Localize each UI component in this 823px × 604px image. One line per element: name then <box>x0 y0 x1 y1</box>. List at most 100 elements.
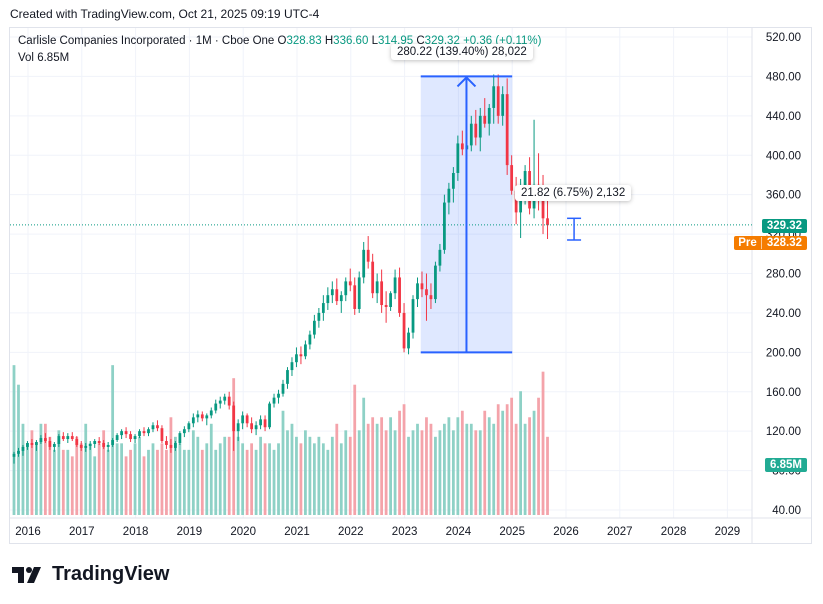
candle-body <box>200 414 204 419</box>
candle-body <box>447 188 451 203</box>
candle-body <box>223 396 227 401</box>
volume-bar <box>218 443 222 515</box>
candle-body <box>178 433 182 443</box>
candle-body <box>474 123 478 138</box>
candle-body <box>79 444 83 448</box>
volume-bar <box>156 449 159 515</box>
candle-body <box>151 425 155 430</box>
volume-bar <box>429 423 433 515</box>
candle-body <box>339 295 343 302</box>
volume-bar <box>52 449 56 515</box>
volume-bar <box>407 436 410 515</box>
volume-bar <box>178 443 182 515</box>
candle-body <box>411 299 415 333</box>
tradingview-logo[interactable]: TradingView <box>12 563 169 586</box>
x-tick-label: 2023 <box>392 526 418 538</box>
symbol-title[interactable]: Carlisle Companies Incorporated · 1M · C… <box>18 35 275 47</box>
volume-bar <box>532 410 536 515</box>
candle-body <box>487 107 491 124</box>
volume-bar <box>469 423 473 515</box>
volume-bar <box>335 423 339 515</box>
close-label: C <box>416 35 425 47</box>
volume-bar <box>501 410 505 515</box>
candle-body <box>169 444 173 448</box>
candle-body <box>438 249 442 266</box>
high-value: 336.60 <box>333 35 369 47</box>
volume-bar <box>353 384 357 515</box>
volume-bar <box>70 456 74 515</box>
volume-bar <box>546 436 549 515</box>
volume-bar <box>48 436 52 515</box>
volume-bar <box>214 449 218 515</box>
volume-bar <box>165 449 168 515</box>
candle-body <box>17 450 20 454</box>
candle-body <box>241 415 245 424</box>
y-tick-label: 480.00 <box>766 71 801 83</box>
volume-bar <box>456 417 460 515</box>
volume-bar <box>160 443 164 515</box>
candle-body <box>425 289 428 296</box>
candle-body <box>384 305 388 308</box>
candle-body <box>75 439 79 445</box>
candle-body <box>514 190 518 213</box>
candle-body <box>88 443 92 446</box>
volume-label: Vol <box>18 52 34 64</box>
volume-bar <box>451 430 455 515</box>
candle-body <box>290 362 294 371</box>
candle-body <box>546 218 549 226</box>
y-tick-label: 200.00 <box>766 347 801 359</box>
volume-bar <box>39 423 43 515</box>
candle-body <box>478 115 482 138</box>
pre-price: 328.32 <box>766 237 802 249</box>
volume-bar <box>169 417 173 515</box>
volume-bar <box>93 456 97 515</box>
volume-bar <box>174 436 177 515</box>
volume-bar <box>474 430 478 515</box>
volume-bar <box>102 430 106 515</box>
volume-bar <box>380 417 384 515</box>
candle-body <box>295 354 298 363</box>
volume-bar <box>438 430 442 515</box>
candle-body <box>147 429 150 434</box>
volume-bar <box>129 449 132 515</box>
y-tick-label: 160.00 <box>766 387 801 399</box>
volume-bar <box>510 397 514 515</box>
volume-bar <box>299 443 303 515</box>
volume-bar <box>259 436 262 515</box>
candle-body <box>510 165 514 191</box>
candle-body <box>174 442 177 448</box>
volume-bar <box>321 443 325 515</box>
candle-body <box>66 436 70 440</box>
y-tick-label: 280.00 <box>766 269 801 281</box>
volume-bar <box>26 443 29 515</box>
brand-name: TradingView <box>52 563 170 585</box>
candle-body <box>70 436 74 440</box>
candle-body <box>501 94 505 116</box>
candle-body <box>268 403 271 428</box>
volume-bar <box>460 410 464 515</box>
candle-body <box>250 423 254 430</box>
volume-bar <box>75 436 79 515</box>
volume-bar <box>182 449 186 515</box>
volume-bar <box>254 449 258 515</box>
x-tick-label: 2016 <box>15 526 41 538</box>
volume-bar <box>505 404 509 515</box>
candle-body <box>138 431 141 437</box>
volume-bar <box>541 371 545 515</box>
volume-bar <box>357 430 361 515</box>
candle-body <box>218 400 222 404</box>
y-tick-label: 520.00 <box>766 32 801 44</box>
volume-bar <box>142 456 146 515</box>
volume-bar <box>263 443 267 515</box>
measure-tooltip-1: 280.22 (139.40%) 28,022 <box>391 44 533 60</box>
x-tick-label: 2026 <box>553 526 579 538</box>
volume-bar <box>371 417 375 515</box>
candle-body <box>420 283 424 290</box>
volume-bar <box>223 436 227 515</box>
volume-bar <box>537 397 540 515</box>
volume-bar <box>138 436 141 515</box>
candle-body <box>286 370 289 384</box>
volume-bar <box>250 443 254 515</box>
volume-bar <box>411 430 415 515</box>
